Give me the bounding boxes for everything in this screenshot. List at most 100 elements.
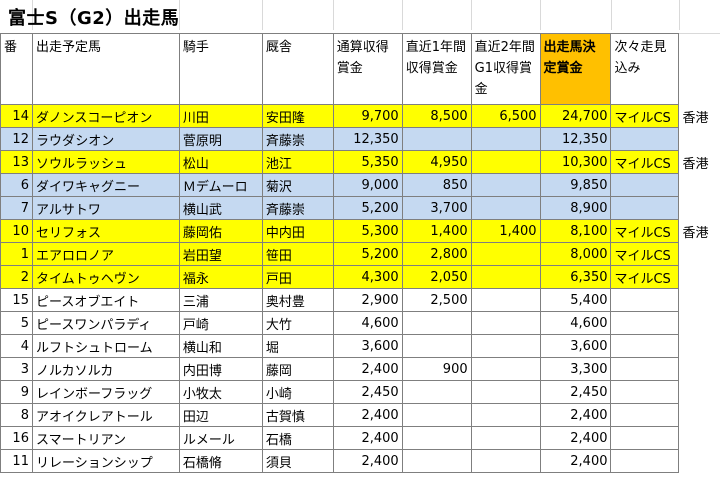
horse-name-cell[interactable]: タイムトゥヘヴン [31, 265, 180, 289]
recent-2yr-g1-earnings-cell[interactable] [470, 449, 541, 473]
header-cell[interactable]: 通算収得賞金 [332, 33, 403, 105]
gate-number-cell[interactable]: 10 [0, 219, 33, 243]
extra-note-cell[interactable] [678, 449, 720, 473]
stable-cell[interactable]: 笹田 [261, 242, 334, 266]
next-race-cell[interactable] [610, 196, 680, 220]
gate-number-cell[interactable]: 6 [0, 173, 33, 197]
gate-number-cell[interactable]: 13 [0, 150, 33, 174]
gate-number-cell[interactable]: 11 [0, 449, 33, 473]
header-cell[interactable]: 次々走見込み [610, 33, 680, 105]
recent-1yr-earnings-cell[interactable] [401, 311, 472, 335]
jockey-cell[interactable]: 松山 [178, 150, 263, 174]
next-race-cell[interactable]: マイルCS [610, 242, 680, 266]
extra-note-cell[interactable] [678, 311, 720, 335]
recent-2yr-g1-earnings-cell[interactable] [470, 403, 541, 427]
stable-cell[interactable]: 須貝 [261, 449, 334, 473]
next-race-cell[interactable] [610, 449, 680, 473]
recent-1yr-earnings-cell[interactable]: 8,500 [401, 104, 472, 128]
header-cell[interactable]: 番 [0, 33, 33, 105]
decision-earnings-cell[interactable]: 8,100 [539, 219, 612, 243]
total-earnings-cell[interactable]: 2,450 [332, 380, 403, 404]
jockey-cell[interactable]: 田辺 [178, 403, 263, 427]
next-race-cell[interactable]: マイルCS [610, 265, 680, 289]
horse-name-cell[interactable]: スマートリアン [31, 426, 180, 450]
recent-2yr-g1-earnings-cell[interactable] [470, 196, 541, 220]
recent-1yr-earnings-cell[interactable] [401, 380, 472, 404]
jockey-cell[interactable]: 横山和 [178, 334, 263, 358]
next-race-cell[interactable] [610, 380, 680, 404]
recent-2yr-g1-earnings-cell[interactable] [470, 426, 541, 450]
jockey-cell[interactable]: Ｍデムーロ [178, 173, 263, 197]
decision-earnings-cell[interactable]: 2,400 [539, 426, 612, 450]
extra-note-cell[interactable]: 香港 [678, 104, 720, 128]
decision-earnings-cell[interactable]: 2,450 [539, 380, 612, 404]
next-race-cell[interactable]: マイルCS [610, 219, 680, 243]
jockey-cell[interactable]: 藤岡佑 [178, 219, 263, 243]
stable-cell[interactable]: 堀 [261, 334, 334, 358]
recent-2yr-g1-earnings-cell[interactable] [470, 380, 541, 404]
stable-cell[interactable]: 古賀慎 [261, 403, 334, 427]
next-race-cell[interactable]: マイルCS [610, 150, 680, 174]
gate-number-cell[interactable]: 1 [0, 242, 33, 266]
jockey-cell[interactable]: 岩田望 [178, 242, 263, 266]
total-earnings-cell[interactable]: 2,400 [332, 403, 403, 427]
extra-note-cell[interactable] [678, 403, 720, 427]
horse-name-cell[interactable]: リレーションシップ [31, 449, 180, 473]
stable-cell[interactable]: 石橋 [261, 426, 334, 450]
header-cell[interactable]: 直近1年間収得賞金 [401, 33, 472, 105]
stable-cell[interactable]: 戸田 [261, 265, 334, 289]
extra-note-cell[interactable] [678, 426, 720, 450]
stable-cell[interactable]: 大竹 [261, 311, 334, 335]
gate-number-cell[interactable]: 16 [0, 426, 33, 450]
total-earnings-cell[interactable]: 2,400 [332, 426, 403, 450]
stable-cell[interactable]: 斉藤崇 [261, 127, 334, 151]
recent-1yr-earnings-cell[interactable]: 3,700 [401, 196, 472, 220]
stable-cell[interactable]: 中内田 [261, 219, 334, 243]
gate-number-cell[interactable]: 5 [0, 311, 33, 335]
decision-earnings-cell[interactable]: 24,700 [539, 104, 612, 128]
decision-earnings-cell[interactable]: 2,400 [539, 449, 612, 473]
jockey-cell[interactable]: 横山武 [178, 196, 263, 220]
total-earnings-cell[interactable]: 2,400 [332, 357, 403, 381]
recent-1yr-earnings-cell[interactable] [401, 403, 472, 427]
recent-1yr-earnings-cell[interactable]: 1,400 [401, 219, 472, 243]
stable-cell[interactable]: 藤岡 [261, 357, 334, 381]
decision-earnings-cell[interactable]: 3,600 [539, 334, 612, 358]
decision-earnings-cell[interactable]: 6,350 [539, 265, 612, 289]
recent-1yr-earnings-cell[interactable] [401, 449, 472, 473]
jockey-cell[interactable]: 福永 [178, 265, 263, 289]
total-earnings-cell[interactable]: 5,200 [332, 196, 403, 220]
recent-2yr-g1-earnings-cell[interactable] [470, 334, 541, 358]
stable-cell[interactable]: 安田隆 [261, 104, 334, 128]
recent-1yr-earnings-cell[interactable]: 4,950 [401, 150, 472, 174]
recent-1yr-earnings-cell[interactable] [401, 334, 472, 358]
recent-2yr-g1-earnings-cell[interactable] [470, 311, 541, 335]
total-earnings-cell[interactable]: 5,300 [332, 219, 403, 243]
decision-earnings-cell[interactable]: 4,600 [539, 311, 612, 335]
stable-cell[interactable]: 斉藤崇 [261, 196, 334, 220]
sheet-title[interactable]: 富士S（G2）出走馬 [8, 8, 180, 29]
total-earnings-cell[interactable]: 2,400 [332, 449, 403, 473]
recent-2yr-g1-earnings-cell[interactable] [470, 173, 541, 197]
recent-2yr-g1-earnings-cell[interactable]: 6,500 [470, 104, 541, 128]
jockey-cell[interactable]: 小牧太 [178, 380, 263, 404]
extra-note-cell[interactable] [678, 380, 720, 404]
horse-name-cell[interactable]: ダノンスコーピオン [31, 104, 180, 128]
stable-cell[interactable]: 奥村豊 [261, 288, 334, 312]
jockey-cell[interactable]: 石橋脩 [178, 449, 263, 473]
horse-name-cell[interactable]: ソウルラッシュ [31, 150, 180, 174]
header-cell[interactable]: 騎手 [178, 33, 263, 105]
decision-earnings-cell[interactable]: 10,300 [539, 150, 612, 174]
gate-number-cell[interactable]: 15 [0, 288, 33, 312]
header-cell[interactable]: 厩舎 [261, 33, 334, 105]
recent-2yr-g1-earnings-cell[interactable] [470, 265, 541, 289]
decision-earnings-cell[interactable]: 5,400 [539, 288, 612, 312]
jockey-cell[interactable]: ルメール [178, 426, 263, 450]
stable-cell[interactable]: 池江 [261, 150, 334, 174]
extra-note-cell[interactable]: 香港 [678, 219, 720, 243]
next-race-cell[interactable] [610, 426, 680, 450]
decision-earnings-cell[interactable]: 9,850 [539, 173, 612, 197]
recent-2yr-g1-earnings-cell[interactable] [470, 127, 541, 151]
horse-name-cell[interactable]: ルフトシュトローム [31, 334, 180, 358]
recent-2yr-g1-earnings-cell[interactable] [470, 150, 541, 174]
